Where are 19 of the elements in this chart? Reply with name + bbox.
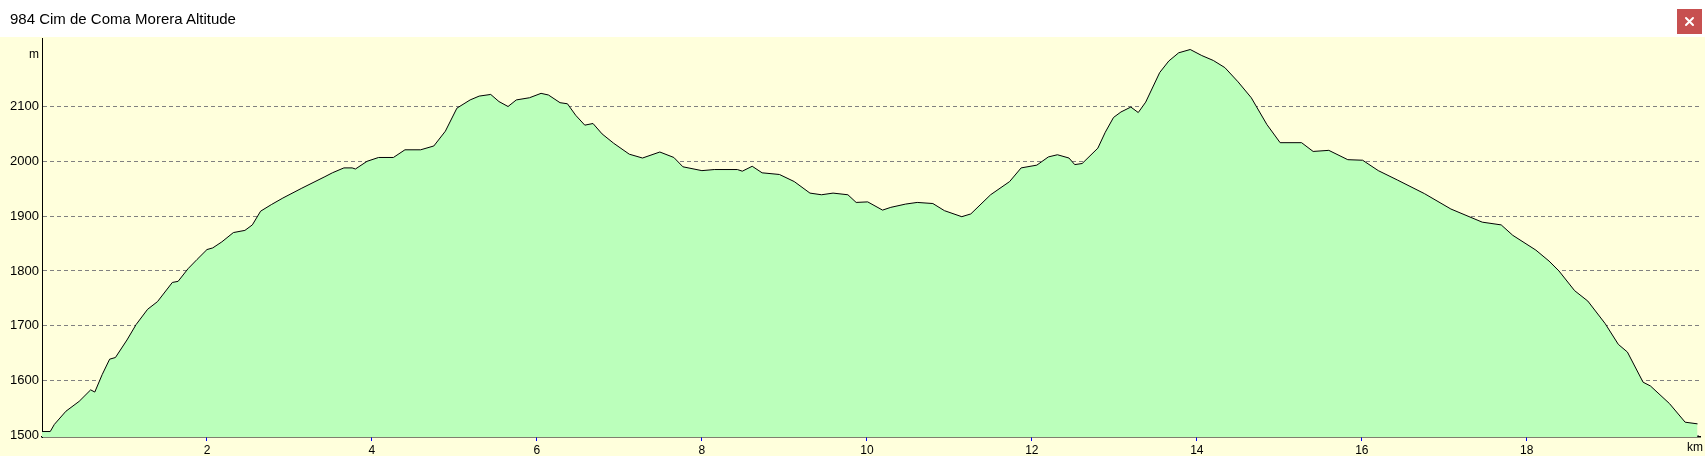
x-tick-label: 14 <box>1190 442 1204 456</box>
x-tick-label: 10 <box>860 442 874 456</box>
y-axis-title: m <box>29 47 39 62</box>
y-tick-label: 2000 <box>10 152 39 168</box>
x-axis-title: km <box>1687 440 1703 455</box>
x-tick-label: 6 <box>533 442 541 456</box>
y-tick-label: 1600 <box>10 372 39 388</box>
y-tick-label: 1500 <box>10 426 39 442</box>
x-tick-label: 12 <box>1025 442 1039 456</box>
x-tick-label: 8 <box>698 442 706 456</box>
y-tick-label: 1900 <box>10 207 39 223</box>
y-tick-label: 1700 <box>10 317 39 333</box>
y-tick-label: 2100 <box>10 98 39 114</box>
chart-title: 984 Cim de Coma Morera Altitude <box>10 9 236 28</box>
y-tick-label: 1800 <box>10 262 39 278</box>
x-tick-label: 2 <box>203 442 211 456</box>
x-tick-label: 18 <box>1520 442 1534 456</box>
x-tick-label: 16 <box>1355 442 1369 456</box>
x-tick-label: 4 <box>368 442 376 456</box>
